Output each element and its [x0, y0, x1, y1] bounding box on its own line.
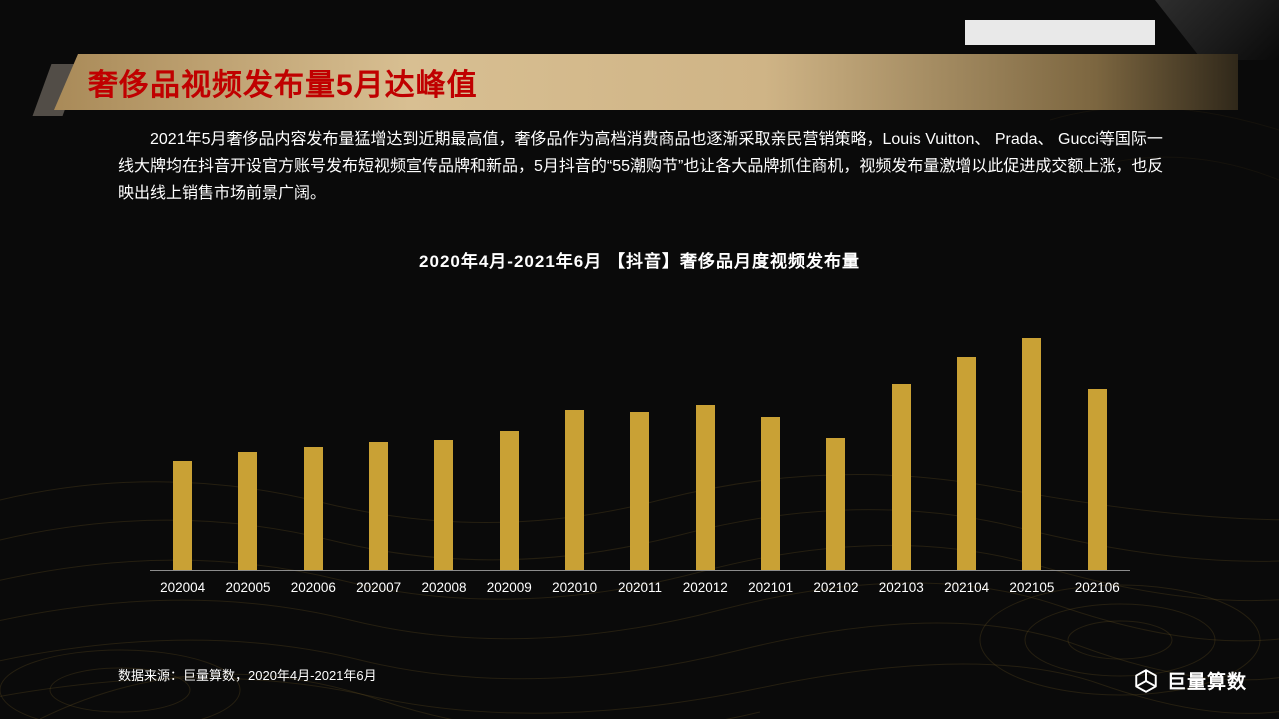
title-banner: 奢侈品视频发布量5月达峰值	[32, 54, 1238, 116]
x-axis-labels: 202004 202005 202006 202007 202008 202009 2020…	[150, 580, 1130, 595]
x-tick-label: 202106	[1074, 580, 1120, 595]
intro-paragraph: 2021年5月奢侈品内容发布量猛增达到近期最高值，奢侈品作为高档消费商品也逐渐采…	[118, 131, 1164, 202]
bar-rect	[173, 460, 193, 570]
x-tick-label: 202006	[290, 580, 336, 595]
bar-202011	[607, 338, 672, 570]
bar-rect	[695, 405, 715, 570]
bar-202008	[411, 338, 476, 570]
bar-202103	[869, 338, 934, 570]
corner-decor-shape	[1155, 0, 1279, 60]
x-tick-label: 202004	[160, 580, 206, 595]
brand-logo-icon	[1135, 668, 1157, 693]
x-tick-label: 202008	[421, 580, 467, 595]
x-tick-label: 202010	[552, 580, 598, 595]
x-tick-label: 202009	[486, 580, 532, 595]
x-axis-line	[150, 570, 1130, 571]
bar-rect	[826, 437, 846, 570]
bar-202010	[542, 338, 607, 570]
x-tick-label: 202012	[682, 580, 728, 595]
bar-rect	[499, 430, 519, 570]
x-tick-label: 202105	[1009, 580, 1055, 595]
x-tick-label: 202101	[748, 580, 794, 595]
x-tick-label: 202011	[617, 580, 662, 595]
x-tick-label: 202005	[225, 580, 271, 595]
bar-chart: 202004 202005 202006 202007 202008 202009 2020…	[150, 338, 1130, 595]
bar-202106	[1065, 338, 1130, 570]
bar-202004	[150, 338, 215, 570]
x-tick-label: 202103	[878, 580, 924, 595]
bar-202006	[281, 338, 346, 570]
data-source-note: 数据来源：巨量算数，2020年4月-2021年6月	[118, 668, 377, 683]
brand-logo-text: 巨量算数	[1166, 672, 1247, 693]
banner-gold-strip: 奢侈品视频发布量5月达峰值	[54, 54, 1238, 110]
bar-202012	[673, 338, 738, 570]
highlight-bar-decor	[965, 20, 1155, 45]
bar-202005	[215, 338, 280, 570]
brand-logo: 巨量算数	[1133, 667, 1247, 694]
bar-rect	[1022, 338, 1042, 570]
bar-rect	[303, 447, 323, 570]
bar-rect	[1087, 389, 1107, 570]
bar-rect	[761, 416, 781, 570]
bar-202101	[738, 338, 803, 570]
x-tick-label: 202007	[356, 580, 402, 595]
bar-rect	[891, 384, 911, 570]
bar-202105	[999, 338, 1064, 570]
page-title: 奢侈品视频发布量5月达峰值	[88, 69, 478, 102]
bar-series	[150, 338, 1130, 570]
bar-202009	[477, 338, 542, 570]
bar-202104	[934, 338, 999, 570]
x-tick-label: 202104	[944, 580, 990, 595]
bar-rect	[630, 412, 650, 570]
bar-202007	[346, 338, 411, 570]
x-tick-label: 202102	[813, 580, 859, 595]
bar-rect	[434, 440, 454, 570]
bar-rect	[957, 356, 977, 570]
chart-title: 2020年4月-2021年6月 【抖音】奢侈品月度视频发布量	[419, 252, 860, 271]
bar-rect	[238, 451, 258, 570]
bar-rect	[369, 442, 389, 570]
bar-202102	[803, 338, 868, 570]
bar-rect	[565, 409, 585, 570]
